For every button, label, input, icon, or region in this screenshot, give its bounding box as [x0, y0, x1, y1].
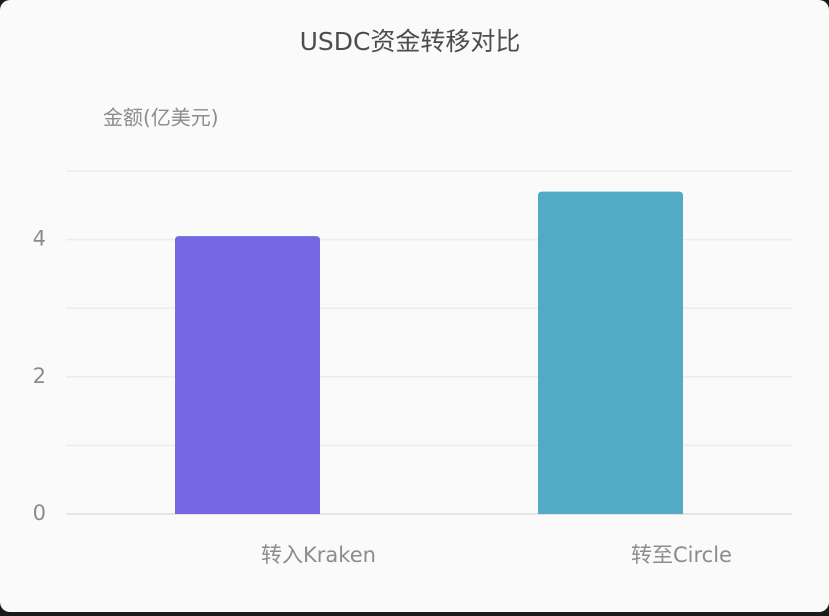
x-tick-label: 转至Circle [631, 543, 732, 567]
bar [175, 236, 320, 515]
y-tick-label: 2 [33, 364, 46, 388]
y-axis-label: 金额(亿美元) [103, 106, 219, 130]
bar [538, 191, 683, 514]
y-tick-label: 0 [33, 501, 46, 525]
y-tick-label: 4 [33, 227, 46, 251]
x-tick-label: 转入Kraken [261, 543, 376, 567]
chart-title: USDC资金转移对比 [300, 27, 521, 56]
